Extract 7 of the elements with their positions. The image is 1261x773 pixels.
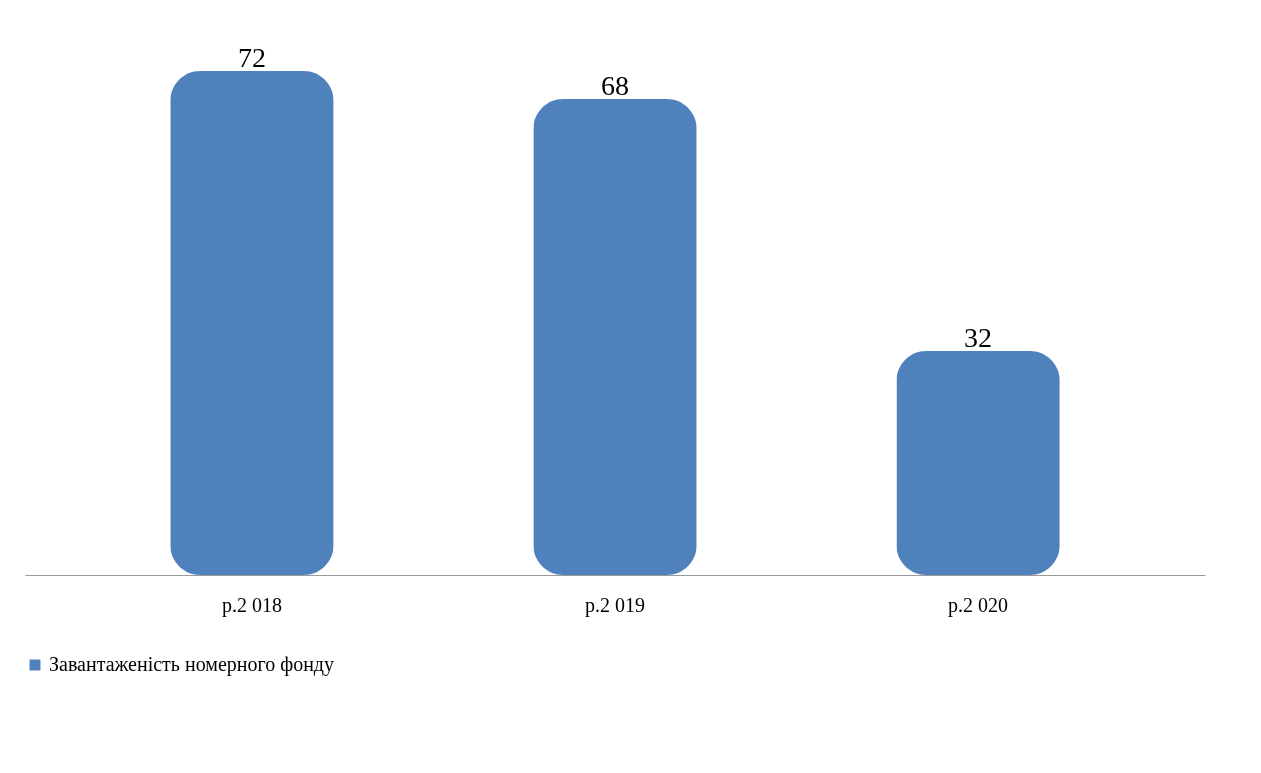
x-tick-label: р.2 020 xyxy=(948,593,1009,617)
data-label: 32 xyxy=(964,322,993,353)
data-label: 72 xyxy=(237,42,266,73)
data-label: 68 xyxy=(601,70,629,101)
legend-label: Завантаженість номерного фонду xyxy=(49,653,335,676)
x-tick-label: р.2 019 xyxy=(585,593,645,617)
x-tick-label: р.2 018 xyxy=(221,593,282,617)
